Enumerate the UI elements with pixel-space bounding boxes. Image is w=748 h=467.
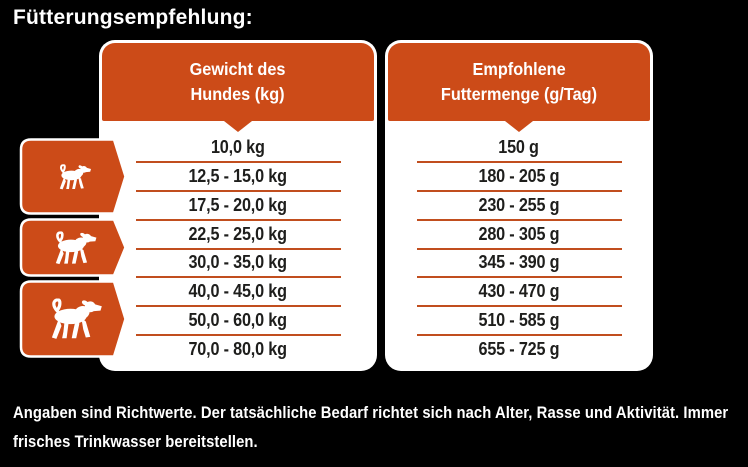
row-separator [416,160,622,163]
table-row: 430 - 470 g [385,278,653,305]
amount-cell: 280 - 305 g [478,223,560,244]
row-separator [135,305,341,308]
amount-cell: 430 - 470 g [478,281,560,302]
weight-cell: 70,0 - 80,0 kg [188,339,288,360]
amount-header-line2: Futtermenge (g/Tag) [440,84,598,104]
row-separator [416,218,622,221]
weight-cell: 12,5 - 15,0 kg [188,165,288,186]
row-separator [135,247,341,250]
table-row: 280 - 305 g [385,221,653,248]
weight-cell: 22,5 - 25,0 kg [188,223,288,244]
amount-cell: 230 - 255 g [478,194,560,215]
amount-column-card: Empfohlene Futtermenge (g/Tag) 150 g 180 … [385,40,653,371]
row-separator [416,305,622,308]
weight-header-line2: Hundes (kg) [190,84,286,104]
table-row: 50,0 - 60,0 kg [99,307,377,334]
table-row: 22,5 - 25,0 kg [99,221,377,248]
medium-dog-icon [46,231,98,265]
amount-cell: 510 - 585 g [478,310,560,331]
table-row: 345 - 390 g [385,250,653,277]
amount-cell: 180 - 205 g [478,165,560,186]
table-row: 510 - 585 g [385,307,653,334]
amount-cell: 655 - 725 g [478,339,560,360]
row-separator [135,334,341,337]
row-separator [135,160,341,163]
header-notch [224,121,252,132]
row-separator [135,189,341,192]
footer-line1: Angaben sind Richtwerte. Der tatsächlich… [13,403,729,422]
amount-cell: 345 - 390 g [478,252,560,273]
large-dog-icon [40,298,104,340]
table-row: 12,5 - 15,0 kg [99,163,377,190]
amount-cell: 150 g [498,136,540,157]
table-row: 150 g [385,134,653,161]
table-row: 70,0 - 80,0 kg [99,336,377,363]
table-row: 10,0 kg [99,134,377,161]
amount-rows: 150 g 180 - 205 g 230 - 255 g 280 - 305 g 34… [385,134,653,363]
amount-column-header: Empfohlene Futtermenge (g/Tag) [388,43,650,121]
table-row: 180 - 205 g [385,163,653,190]
dog-tag-large [19,280,127,358]
row-separator [416,189,622,192]
row-separator [416,334,622,337]
footer-note: Angaben sind Richtwerte. Der tatsächlich… [13,399,744,456]
table-row: 40,0 - 45,0 kg [99,278,377,305]
page-title: Fütterungsempfehlung: [13,6,253,29]
dog-tag-small [19,138,127,215]
table-row: 30,0 - 35,0 kg [99,250,377,277]
table-row: 17,5 - 20,0 kg [99,192,377,219]
footer-line2: frisches Trinkwasser bereitstellen. [13,431,258,451]
weight-cell: 10,0 kg [211,136,265,157]
row-separator [416,247,622,250]
row-separator [135,276,341,279]
weight-column-header: Gewicht des Hundes (kg) [102,43,374,121]
dog-tag-medium [19,218,127,277]
table-row: 230 - 255 g [385,192,653,219]
weight-cell: 30,0 - 35,0 kg [188,252,288,273]
weight-header-line1: Gewicht des [190,59,286,79]
small-dog-icon [52,164,92,190]
row-separator [416,276,622,279]
table-row: 655 - 725 g [385,336,653,363]
row-separator [135,218,341,221]
weight-cell: 40,0 - 45,0 kg [188,281,288,302]
weight-cell: 17,5 - 20,0 kg [188,194,288,215]
header-notch [505,121,533,132]
weight-cell: 50,0 - 60,0 kg [188,310,288,331]
weight-column-card: Gewicht des Hundes (kg) 10,0 kg 12,5 - 15… [99,40,377,371]
amount-header-line1: Empfohlene [472,59,566,79]
weight-rows: 10,0 kg 12,5 - 15,0 kg 17,5 - 20,0 kg 22,5 … [99,134,377,363]
